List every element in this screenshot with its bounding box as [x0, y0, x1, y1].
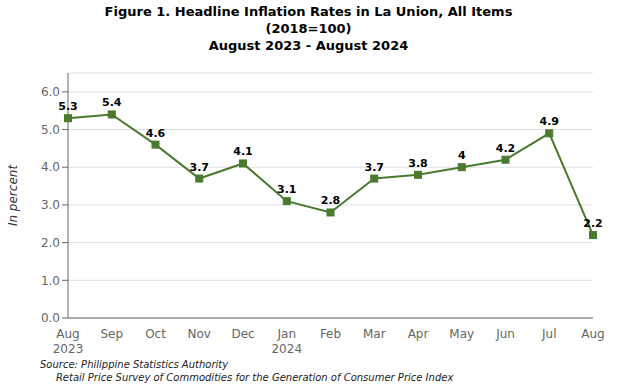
svg-text:Sep: Sep: [100, 327, 123, 341]
svg-text:May: May: [449, 327, 474, 341]
svg-text:2.2: 2.2: [583, 217, 603, 230]
svg-text:Apr: Apr: [408, 327, 429, 341]
html-text:Source: Philippine Statistics: Source: Philippine Statistics Authority: [40, 359, 229, 370]
svg-text:Nov: Nov: [188, 327, 211, 341]
svg-text:Feb: Feb: [320, 327, 341, 341]
svg-text:3.8: 3.8: [408, 157, 428, 170]
svg-text:Aug: Aug: [581, 327, 604, 341]
svg-text:2.8: 2.8: [321, 194, 341, 207]
svg-text:Oct: Oct: [145, 327, 166, 341]
svg-text:4.2: 4.2: [496, 142, 516, 155]
svg-text:5.4: 5.4: [102, 96, 122, 109]
svg-text:6.0: 6.0: [41, 85, 60, 99]
svg-text:2023: 2023: [53, 342, 84, 356]
svg-text:5.0: 5.0: [41, 123, 60, 137]
svg-text:2024: 2024: [271, 342, 302, 356]
svg-text:3.1: 3.1: [277, 183, 297, 196]
svg-text:In percent: In percent: [6, 164, 20, 226]
html-text:Figure 1. Headline Inflation R: Figure 1. Headline Inflation Rates in La…: [104, 4, 513, 19]
svg-text:4.0: 4.0: [41, 160, 60, 174]
svg-text:2.0: 2.0: [41, 236, 60, 250]
html-text:Retail Price Survey of Commodi: Retail Price Survey of Commodities for t…: [40, 372, 454, 383]
svg-text:Mar: Mar: [363, 327, 386, 341]
svg-text:4: 4: [458, 149, 466, 162]
html-text:(2018=100): (2018=100): [265, 21, 352, 36]
svg-text:Jul: Jul: [541, 327, 556, 341]
svg-text:3.7: 3.7: [190, 161, 210, 174]
svg-text:1.0: 1.0: [41, 274, 60, 288]
svg-text:Jan: Jan: [277, 327, 297, 341]
svg-text:Dec: Dec: [231, 327, 254, 341]
svg-text:5.3: 5.3: [58, 100, 78, 113]
svg-text:0.0: 0.0: [41, 311, 60, 325]
svg-text:4.6: 4.6: [146, 127, 166, 140]
svg-text:4.1: 4.1: [233, 145, 253, 158]
html-text:August 2023 - August 2024: August 2023 - August 2024: [208, 38, 409, 53]
svg-text:3.7: 3.7: [365, 161, 385, 174]
svg-text:3.0: 3.0: [41, 198, 60, 212]
svg-text:4.9: 4.9: [540, 115, 560, 128]
svg-text:Jun: Jun: [495, 327, 515, 341]
svg-text:Aug: Aug: [56, 327, 79, 341]
